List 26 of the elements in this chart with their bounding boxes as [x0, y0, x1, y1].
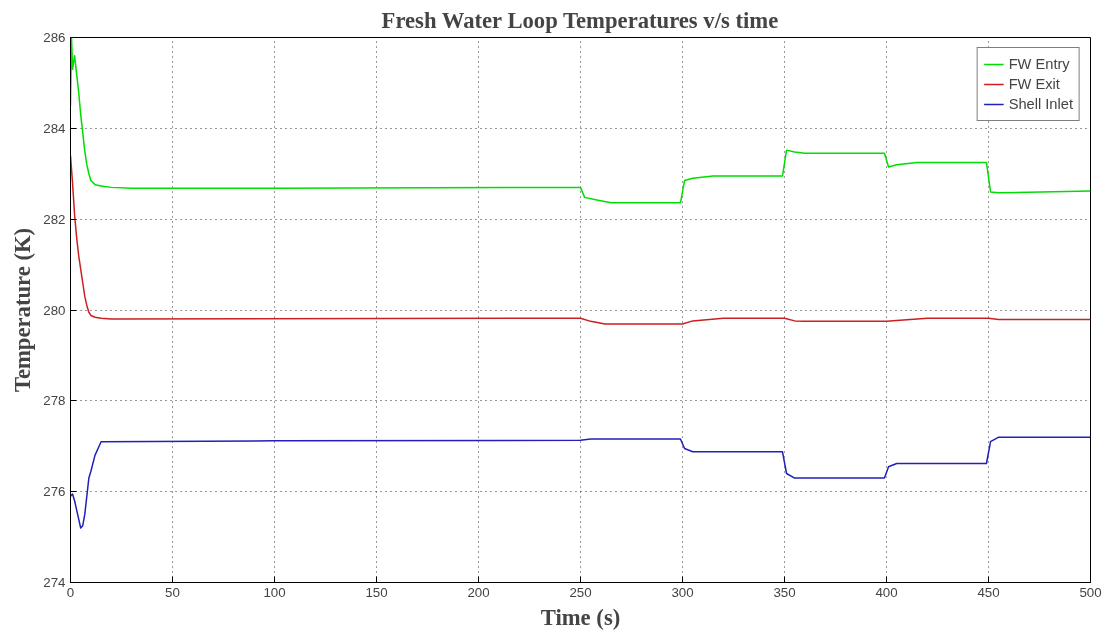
x-axis-title: Time (s) — [540, 604, 621, 630]
x-tick-label: 250 — [569, 584, 592, 600]
y-tick-label: 276 — [43, 484, 66, 500]
legend-label: FW Exit — [1008, 76, 1060, 92]
x-tick-label: 450 — [977, 584, 1000, 600]
legend-label: Shell Inlet — [1008, 96, 1073, 112]
y-tick-label: 284 — [43, 120, 67, 136]
x-tick-label: 300 — [671, 584, 694, 600]
line-series — [70, 436, 1091, 529]
y-tick-label: 286 — [43, 30, 66, 45]
chart-title: Fresh Water Loop Temperatures v/s time — [381, 7, 779, 33]
x-tick-label: 150 — [365, 584, 388, 600]
x-tick-label: 0 — [66, 584, 75, 600]
y-tick-label: 280 — [43, 302, 66, 318]
x-tick-label: 400 — [875, 584, 898, 600]
y-tick-label: 278 — [43, 393, 66, 409]
x-tick-label: 500 — [1079, 584, 1102, 600]
x-tick-label: 350 — [773, 584, 796, 600]
legend-label: FW Entry — [1008, 56, 1070, 72]
x-tick-label: 200 — [467, 584, 490, 600]
x-tick-label: 50 — [165, 584, 180, 600]
y-axis-title: Temperature (K) — [10, 227, 36, 393]
x-tick-label: 100 — [263, 584, 286, 600]
y-tick-label: 282 — [43, 211, 66, 227]
y-tick-label: 274 — [43, 575, 67, 590]
line-series — [70, 37, 1091, 204]
